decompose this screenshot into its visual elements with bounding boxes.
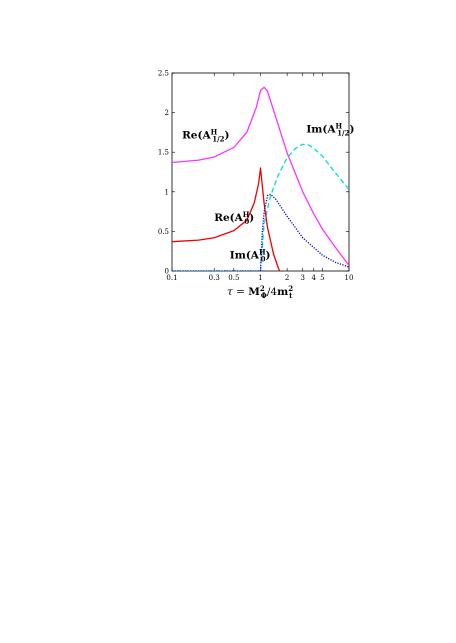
x-tick-label: 4 [312, 274, 317, 282]
y-tick-label: 2.5 [158, 70, 169, 78]
series-line [172, 167, 281, 271]
y-tick-label: 0 [165, 268, 169, 276]
series-label: Im(AH 1/2) [306, 121, 354, 137]
x-tick-label: 3 [300, 274, 304, 282]
x-tick-label: 0.5 [228, 274, 239, 282]
series-line [172, 86, 349, 266]
y-tick-label: 1 [165, 188, 169, 196]
x-tick-label: 1 [258, 274, 262, 282]
series-layer [172, 86, 349, 271]
series-labels: Re(AH 1/2) Im(AH 1/2) Re(AH 0) Im(AH 0) [182, 121, 354, 263]
series-label: Re(AH 1/2) [182, 128, 229, 144]
x-tick-label: 0.3 [209, 274, 220, 282]
x-axis-label: τ = M2 Φ/4m2 t [227, 284, 293, 300]
series-label: Im(AH 0) [230, 247, 271, 263]
x-tick-label: 5 [320, 274, 324, 282]
y-tick-label: 2 [165, 109, 169, 117]
y-tick-label: 1.5 [158, 149, 169, 157]
series-line [172, 193, 349, 271]
x-tick-label: 10 [345, 274, 354, 282]
series-label: Re(AH 0) [214, 210, 254, 226]
y-tick-label: 0.5 [158, 228, 169, 236]
x-tick-label: 2 [285, 274, 289, 282]
x-tick-label: 0.1 [166, 274, 177, 282]
series-line [172, 143, 349, 271]
